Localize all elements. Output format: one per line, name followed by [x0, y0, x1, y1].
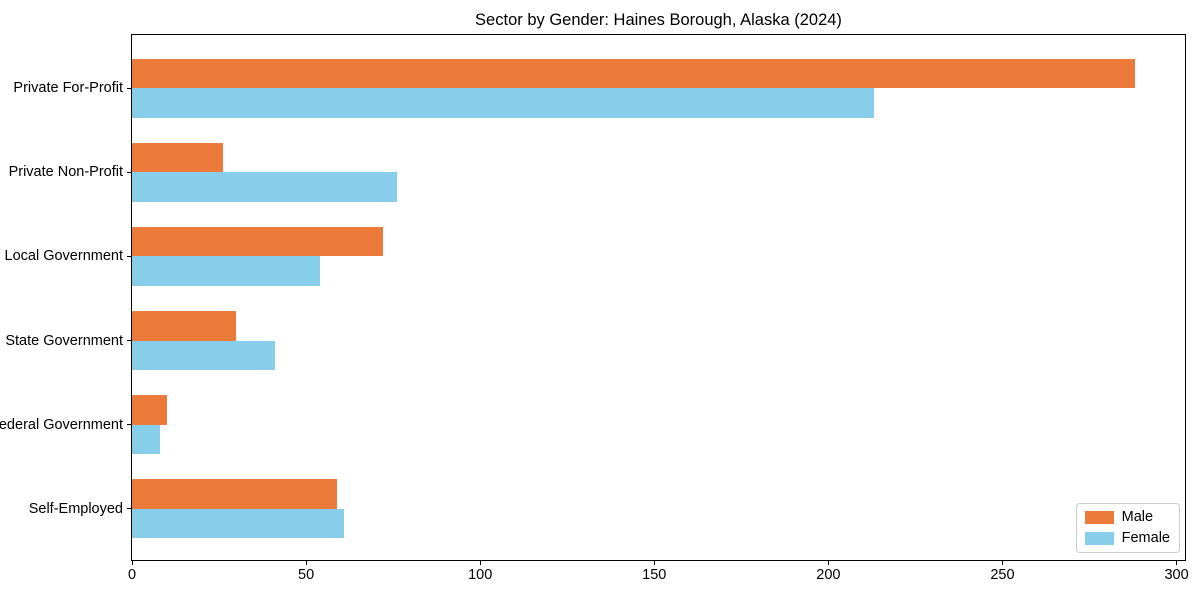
bar-female-1: [132, 88, 874, 118]
legend-label: Female: [1121, 530, 1170, 546]
y-tick-label: Private For-Profit: [13, 80, 123, 97]
legend-swatch-female: [1084, 532, 1114, 545]
x-tick-mark: [479, 560, 481, 565]
x-tick-label: 250: [990, 567, 1015, 583]
x-tick-mark: [827, 560, 829, 565]
y-tick-mark: [127, 87, 132, 89]
plot-area: Private For-Profit Private Non-Profit Loca…: [0, 34, 1189, 583]
legend-entry-female: Female: [1084, 530, 1170, 547]
legend-swatch-male: [1084, 511, 1114, 524]
legend: Male Female: [1075, 503, 1180, 553]
y-tick-label: State Government: [5, 332, 123, 349]
y-tick-label: Private Non-Profit: [8, 164, 123, 181]
y-tick-label: Federal Government: [0, 416, 123, 433]
x-tick-label: 100: [468, 567, 493, 583]
bar-female-5: [132, 424, 160, 454]
bar-female-6: [132, 508, 345, 539]
y-tick-mark: [127, 171, 132, 173]
x-tick-mark: [131, 560, 133, 565]
x-tick-mark: [1001, 560, 1003, 565]
x-tick-label: 50: [298, 567, 315, 583]
legend-entry-male: Male: [1084, 509, 1170, 526]
bar-male-2: [132, 143, 223, 173]
bar-female-2: [132, 172, 397, 202]
x-tick-mark: [653, 560, 655, 565]
bar-male-4: [132, 311, 237, 341]
y-tick-mark: [127, 424, 132, 426]
x-tick-label: 300: [1164, 567, 1189, 583]
legend-label: Male: [1121, 509, 1154, 525]
bar-male-1: [132, 58, 1135, 89]
x-tick-mark: [305, 560, 307, 565]
x-tick-mark: [1176, 560, 1178, 565]
y-tick-label: Local Government: [4, 248, 123, 265]
y-tick-mark: [127, 508, 132, 510]
x-tick-label: 200: [816, 567, 841, 583]
bar-male-3: [132, 227, 383, 257]
y-tick-mark: [127, 255, 132, 257]
x-tick-label: 0: [127, 567, 137, 583]
bar-male-6: [132, 479, 338, 509]
chart-title: Sector by Gender: Haines Borough, Alaska…: [475, 11, 842, 29]
bar-female-4: [132, 340, 275, 370]
y-tick-label: Self-Employed: [28, 500, 123, 517]
bar-female-3: [132, 256, 321, 286]
x-tick-label: 150: [642, 567, 667, 583]
y-tick-mark: [127, 340, 132, 342]
bar-male-5: [132, 395, 167, 425]
